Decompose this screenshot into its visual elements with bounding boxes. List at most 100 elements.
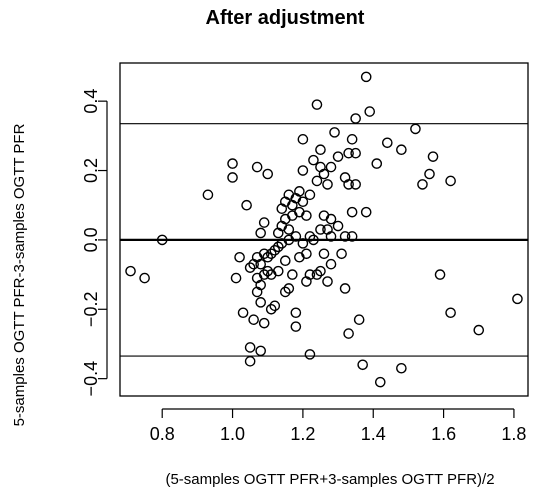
data-point-8 <box>237 307 249 319</box>
data-point-123 <box>473 324 485 336</box>
data-point-36 <box>272 241 284 253</box>
data-point-31 <box>265 248 277 260</box>
data-point-112 <box>374 376 386 388</box>
y-tick-label-1: −0.2 <box>81 292 101 328</box>
data-point-75 <box>311 99 323 110</box>
data-point-60 <box>297 196 309 208</box>
data-point-107 <box>357 359 368 371</box>
data-point-89 <box>325 161 337 173</box>
chart-title: After adjustment <box>206 7 365 29</box>
data-point-113 <box>382 137 393 149</box>
data-point-67 <box>304 231 316 242</box>
data-point-47 <box>283 224 295 235</box>
data-point-65 <box>301 248 312 260</box>
data-point-76 <box>315 144 326 156</box>
data-point-84 <box>322 276 333 287</box>
data-point-96 <box>339 283 351 294</box>
data-point-93 <box>336 248 347 260</box>
data-point-111 <box>371 158 383 169</box>
data-point-98 <box>343 328 354 339</box>
data-point-79 <box>315 265 326 277</box>
data-point-34 <box>269 245 281 256</box>
data-point-105 <box>350 179 361 190</box>
data-point-103 <box>350 113 361 124</box>
data-point-21 <box>255 258 266 270</box>
data-point-108 <box>360 206 372 218</box>
data-point-74 <box>311 269 323 280</box>
x-tick-label-2: 1.2 <box>290 424 315 444</box>
data-point-124 <box>512 293 523 305</box>
data-point-69 <box>304 349 316 360</box>
data-point-61 <box>297 165 309 176</box>
data-point-56 <box>290 321 302 332</box>
data-point-109 <box>360 71 372 83</box>
data-point-72 <box>308 154 319 166</box>
data-point-66 <box>301 210 312 221</box>
data-point-104 <box>350 147 361 159</box>
x-tick-label-4: 1.6 <box>431 424 456 444</box>
x-tick-label-5: 1.8 <box>501 424 526 444</box>
data-point-91 <box>332 151 344 162</box>
data-point-71 <box>308 234 319 246</box>
data-point-38 <box>272 265 284 277</box>
data-point-68 <box>304 269 316 280</box>
data-point-26 <box>258 217 270 228</box>
data-point-110 <box>364 106 376 117</box>
data-point-14 <box>248 314 259 325</box>
y-tick-label-4: 0.4 <box>81 89 101 114</box>
data-point-106 <box>353 314 365 325</box>
x-tick-label-0: 0.8 <box>150 424 175 444</box>
data-point-88 <box>325 258 337 270</box>
data-point-11 <box>244 342 256 353</box>
data-point-115 <box>396 144 407 156</box>
data-point-3 <box>202 189 214 201</box>
data-point-114 <box>396 362 407 374</box>
data-point-28 <box>262 265 274 277</box>
data-point-99 <box>343 179 354 190</box>
data-point-59 <box>294 186 305 197</box>
data-point-20 <box>255 279 266 291</box>
data-point-25 <box>258 248 270 260</box>
data-point-12 <box>244 262 256 273</box>
data-point-30 <box>262 168 274 180</box>
data-point-101 <box>346 206 358 218</box>
data-point-78 <box>315 224 326 235</box>
data-point-55 <box>290 307 302 319</box>
data-point-5 <box>227 172 238 183</box>
plot-frame <box>119 62 529 397</box>
data-point-6 <box>230 272 242 284</box>
reference-lines <box>120 123 528 357</box>
data-point-100 <box>346 134 358 145</box>
data-point-81 <box>318 248 330 260</box>
data-point-95 <box>339 231 351 242</box>
data-point-118 <box>424 168 435 180</box>
data-point-19 <box>255 297 266 308</box>
data-point-10 <box>244 356 256 367</box>
data-point-27 <box>258 317 270 329</box>
data-point-9 <box>241 199 252 211</box>
data-point-73 <box>311 175 323 187</box>
data-point-18 <box>251 161 263 173</box>
data-point-70 <box>304 189 316 201</box>
data-point-23 <box>255 227 266 239</box>
data-point-43 <box>280 255 291 267</box>
data-point-121 <box>445 175 456 187</box>
y-tick-label-0: −0.4 <box>81 361 101 397</box>
data-point-82 <box>318 168 330 180</box>
data-point-92 <box>332 220 344 232</box>
data-point-4 <box>227 158 238 169</box>
data-point-1 <box>139 272 150 284</box>
y-axis-label: 5-samples OGTT PFR-3-samples OGTT PFR <box>11 123 28 426</box>
data-point-51 <box>287 269 298 280</box>
data-point-35 <box>269 300 281 312</box>
data-point-122 <box>445 307 456 319</box>
data-point-97 <box>343 147 354 159</box>
data-point-2 <box>156 234 168 246</box>
data-point-53 <box>290 231 302 242</box>
y-tick-label-2: 0.0 <box>81 227 101 252</box>
data-point-116 <box>410 123 421 135</box>
data-point-24 <box>258 269 270 280</box>
y-axis: −0.4 −0.2 0.0 0.2 0.4 <box>81 89 108 397</box>
data-point-63 <box>297 238 309 249</box>
